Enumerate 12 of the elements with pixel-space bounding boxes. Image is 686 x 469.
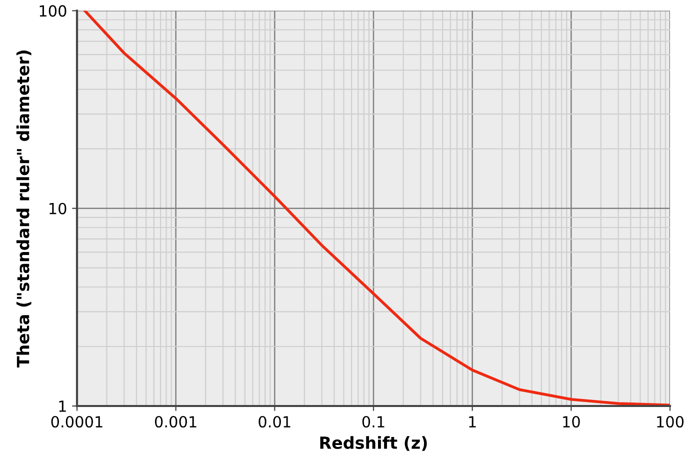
x-tick-label: 1 bbox=[469, 416, 476, 428]
y-tick-label: 10 bbox=[50, 202, 66, 214]
x-tick-label: 10 bbox=[563, 416, 580, 428]
x-tick-label: 0.01 bbox=[258, 416, 290, 428]
y-tick-label: 1 bbox=[59, 400, 66, 412]
x-tick-label: 0.1 bbox=[362, 416, 384, 428]
x-tick-label: 0.0001 bbox=[51, 416, 102, 428]
x-tick-label: 0.001 bbox=[154, 416, 196, 428]
x-axis-title: Redshift (z) bbox=[320, 436, 427, 451]
x-tick-label: 100 bbox=[657, 416, 684, 428]
y-axis-title: Theta ("standard ruler" diameter) bbox=[16, 50, 32, 368]
y-tick-label: 100 bbox=[40, 5, 66, 17]
